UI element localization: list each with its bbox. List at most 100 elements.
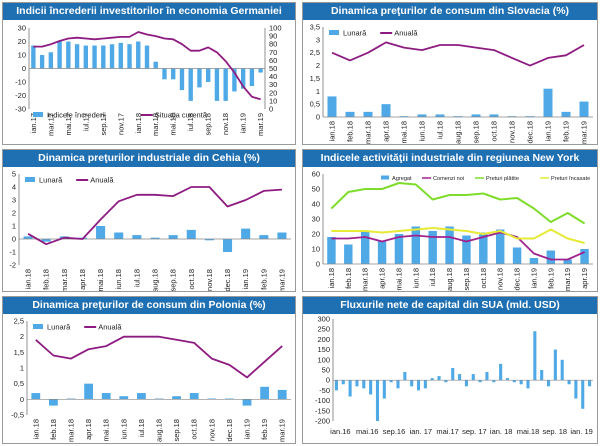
legend-label: Anuală — [90, 176, 114, 185]
x-tick-label: aug.18 — [445, 268, 454, 291]
y-tick-label: 100 — [317, 355, 330, 364]
bar — [360, 231, 370, 264]
legend-label: Lunară — [343, 29, 367, 38]
bar — [171, 68, 176, 80]
bar — [416, 380, 421, 391]
x-tick-label: iun.18 — [119, 419, 128, 439]
bar — [137, 393, 146, 400]
series-line — [33, 31, 261, 101]
x-tick-label: mai.16 — [356, 427, 379, 436]
y-tick-label: 2,5 — [14, 317, 24, 326]
x-tick-label: dec.18 — [513, 268, 522, 291]
bar — [581, 380, 585, 409]
bar — [119, 396, 129, 400]
x-tick-label: mai.18 — [169, 113, 178, 136]
bar — [495, 229, 505, 264]
bar — [260, 386, 269, 400]
chart-title: Fluxurile nete de capital din SUA (mld. … — [303, 297, 597, 314]
bar — [154, 398, 164, 400]
bar — [377, 241, 387, 264]
x-tick-label: mar.19 — [580, 121, 589, 144]
bar — [66, 41, 71, 69]
y-tick-label: 0 — [22, 64, 26, 73]
y-tick-label: 0 — [20, 395, 24, 404]
bar — [41, 239, 51, 242]
x-tick-label: feb.19 — [259, 269, 268, 290]
panel-poland-cpi: Dinamica preţurilor de consum din Poloni… — [2, 296, 296, 444]
bar — [189, 393, 199, 400]
bar — [362, 380, 366, 389]
bar — [92, 45, 97, 69]
x-tick-label: ian.18 — [24, 269, 33, 289]
x-tick-label: iun.18 — [411, 268, 420, 288]
x-tick-label: sep.18 — [462, 268, 471, 291]
x-tick-label: mar.18 — [151, 113, 160, 136]
x-tick-label: mai.18 — [517, 427, 540, 436]
x-tick-label: sep.18 — [472, 121, 481, 144]
chart-title: Dinamica preţurilor de consum din Slovac… — [303, 3, 597, 20]
bar — [127, 44, 132, 69]
x-tick-label: nov.18 — [221, 113, 230, 135]
bar — [423, 380, 427, 389]
y-tick-label: 20 — [18, 37, 26, 46]
x-tick-label: sep.18 — [169, 269, 178, 291]
x-tick-label: iul.18 — [428, 268, 437, 286]
x-tick-label: ian.19 — [241, 269, 250, 289]
y-tick-label: 0 — [316, 113, 320, 122]
bar — [136, 41, 141, 69]
bar — [512, 247, 522, 264]
y-tick-label: -30 — [15, 105, 26, 114]
legend-label: Comenzi noi — [433, 176, 464, 182]
y-right-tick-label: 10 — [269, 96, 277, 105]
bar — [396, 380, 400, 389]
y-right-tick-label: 30 — [269, 80, 277, 89]
bar — [31, 45, 36, 69]
bar — [399, 116, 409, 117]
bar — [277, 389, 287, 400]
bar — [389, 380, 393, 383]
x-tick-label: feb.19 — [260, 419, 269, 440]
chart-title: Indicii încrederii investitorilor în eco… — [3, 3, 295, 20]
bar — [83, 45, 88, 69]
legend-label: Indicele încrederii — [47, 111, 106, 120]
bar — [543, 88, 553, 117]
bar — [39, 55, 45, 69]
x-tick-label: iun.18 — [114, 269, 123, 289]
x-tick-label: dec.18 — [225, 419, 234, 442]
bar — [223, 68, 228, 101]
bar — [74, 44, 80, 69]
bar — [186, 229, 196, 239]
bar — [48, 52, 54, 69]
x-tick-label: mar.19 — [277, 269, 286, 291]
x-tick-label: ian.18 — [328, 121, 337, 141]
x-tick-label: mar.18 — [364, 121, 373, 144]
x-tick-label: feb.18 — [346, 121, 355, 142]
bar — [417, 114, 427, 117]
series-line — [331, 231, 585, 261]
x-tick-label: apr.18 — [78, 269, 87, 290]
bar — [533, 331, 537, 381]
x-tick-label: oct.18 — [479, 268, 488, 288]
y-tick-label: -150 — [315, 406, 330, 415]
bar — [553, 349, 557, 381]
bar — [471, 114, 481, 117]
y-tick-label: -10 — [15, 78, 26, 87]
bar — [403, 372, 407, 381]
legend-label: Anuală — [394, 29, 418, 38]
x-tick-label: feb.18 — [344, 268, 353, 289]
y-tick-label: 300 — [317, 315, 330, 324]
legend-label: Lunară — [47, 323, 71, 332]
bar — [144, 45, 150, 69]
x-tick-label: mai.18 — [102, 419, 111, 442]
bar — [512, 380, 516, 383]
bar — [451, 367, 455, 381]
y-tick-label: 3 — [316, 35, 320, 44]
x-tick-label: feb.18 — [42, 269, 51, 290]
panel-germany-investor-confidence: Indicii încrederii investitorilor în eco… — [2, 2, 296, 145]
x-tick-label: iul.18 — [186, 113, 195, 131]
y-tick-label: 50 — [322, 366, 330, 375]
y-tick-label: 2 — [20, 332, 24, 341]
bar — [588, 380, 592, 387]
x-tick-label: sep.18 — [204, 113, 213, 136]
